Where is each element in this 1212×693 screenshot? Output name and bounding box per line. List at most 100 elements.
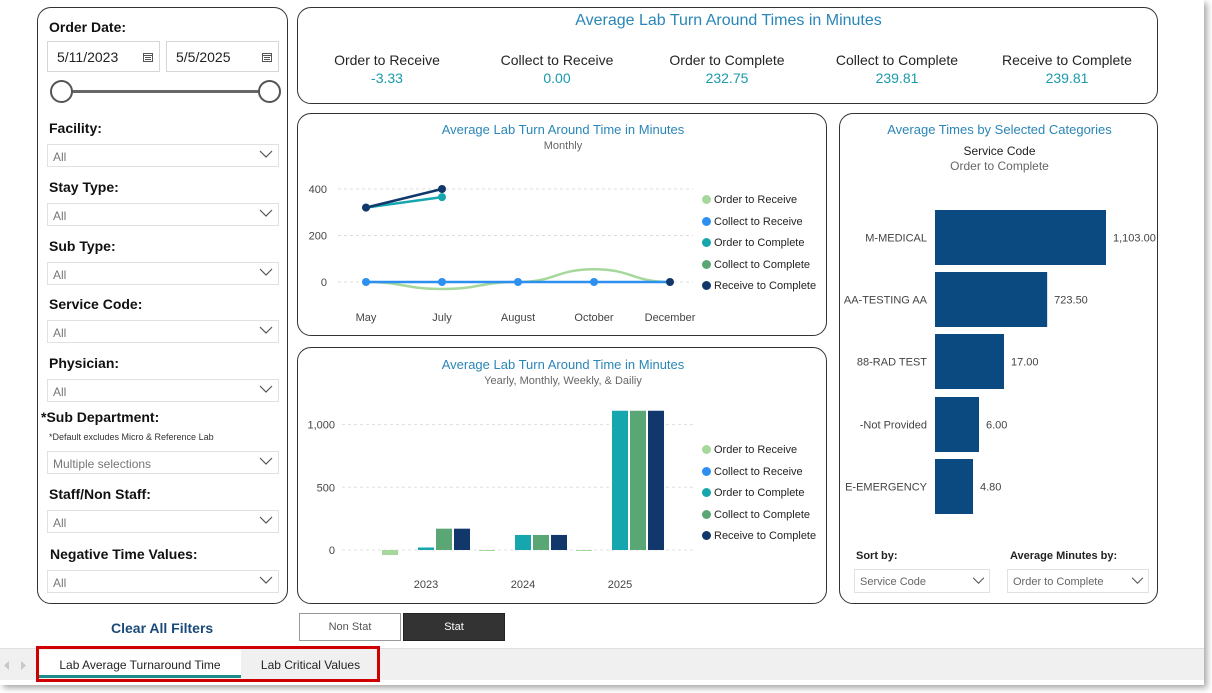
legend-item[interactable]: Collect to Receive <box>702 216 803 230</box>
bar[interactable] <box>612 410 628 550</box>
y-tick-label: 400 <box>309 184 327 196</box>
category-bar[interactable] <box>935 334 1004 389</box>
legend-marker <box>702 531 711 540</box>
chart-subtitle: Service Code <box>963 144 1036 158</box>
service-code-value: All <box>53 326 67 340</box>
data-point[interactable] <box>666 278 674 286</box>
legend-marker <box>702 281 711 290</box>
staff-dropdown[interactable]: All <box>47 510 279 533</box>
bar[interactable] <box>418 547 434 550</box>
bar[interactable] <box>515 534 531 550</box>
legend-item[interactable]: Collect to Complete <box>702 509 810 523</box>
start-date-value: 5/11/2023 <box>57 49 119 65</box>
legend-item[interactable]: Order to Complete <box>702 487 804 501</box>
chevron-down-icon <box>259 516 273 524</box>
data-point[interactable] <box>362 278 370 286</box>
bar[interactable] <box>630 410 646 550</box>
data-point[interactable] <box>438 278 446 286</box>
data-point[interactable] <box>362 203 370 212</box>
non-stat-button[interactable]: Non Stat <box>299 613 401 641</box>
stat-button[interactable]: Stat <box>403 613 505 641</box>
data-point[interactable] <box>438 193 446 202</box>
stay-type-value: All <box>53 209 67 223</box>
chart-legend: Order to Receive Collect to Receive Order … <box>702 194 826 304</box>
bar-value-label: 1,103.00 <box>1113 233 1156 245</box>
chart-title: Average Times by Selected Categories <box>887 122 1112 137</box>
chevron-down-icon <box>1131 577 1144 584</box>
date-slider-start-handle[interactable] <box>50 80 73 103</box>
legend-marker <box>702 238 711 247</box>
category-bar[interactable] <box>935 459 973 514</box>
chart-title: Average Lab Turn Around Time in Minutes <box>441 122 685 137</box>
legend-marker <box>702 195 711 204</box>
order-date-label: Order Date: <box>49 19 127 35</box>
staff-value: All <box>53 516 67 530</box>
x-tick-label: 2025 <box>608 579 632 591</box>
legend-item[interactable]: Receive to Complete <box>702 530 816 544</box>
legend-marker <box>702 466 711 476</box>
start-date-input[interactable]: 5/11/2023 <box>47 41 160 72</box>
average-by-dropdown[interactable]: Order to Complete <box>1007 569 1149 593</box>
chevron-down-icon <box>259 268 273 276</box>
bar[interactable] <box>576 550 592 551</box>
chart-title: Average Lab Turn Around Time in Minutes <box>441 357 685 372</box>
data-point[interactable] <box>590 278 598 286</box>
negative-time-dropdown[interactable]: All <box>47 570 279 593</box>
bar[interactable] <box>436 528 452 550</box>
category-bar-plot: M-MEDICAL 1,103.00 AA-TESTING AA 723.50 88-R… <box>844 210 1156 514</box>
end-date-input[interactable]: 5/5/2025 <box>166 41 279 72</box>
date-slider-end-handle[interactable] <box>258 80 281 103</box>
x-tick-label: July <box>432 312 452 324</box>
category-label: M-MEDICAL <box>865 233 927 245</box>
bar[interactable] <box>454 528 470 550</box>
facility-dropdown[interactable]: All <box>47 144 279 167</box>
bar[interactable] <box>382 550 398 556</box>
legend-item[interactable]: Collect to Complete <box>702 259 810 273</box>
tab-scroll-arrows[interactable] <box>4 661 26 670</box>
tab-lab-average-turnaround-time[interactable]: Lab Average Turnaround Time <box>39 650 241 678</box>
sub-department-dropdown[interactable]: Multiple selections <box>47 451 279 474</box>
average-by-value: Order to Complete <box>1013 576 1104 588</box>
data-point[interactable] <box>514 278 522 286</box>
service-code-label: Service Code: <box>49 296 143 312</box>
series-line-receive-to-complete <box>365 187 443 209</box>
category-bar[interactable] <box>935 397 979 452</box>
kpi-value: 239.81 <box>875 70 919 86</box>
category-bar[interactable] <box>935 272 1048 327</box>
bar[interactable] <box>551 534 567 550</box>
clear-all-filters-button[interactable]: Clear All Filters <box>111 620 214 636</box>
kpi-label: Collect to Complete <box>835 52 959 68</box>
sub-type-dropdown[interactable]: All <box>47 262 279 285</box>
sub-department-label: *Sub Department: <box>41 409 160 425</box>
kpi-label: Receive to Complete <box>1002 52 1132 68</box>
x-tick-label: August <box>501 312 535 324</box>
chart-legend: Order to Receive Collect to Receive Order … <box>702 444 826 554</box>
category-label: -Not Provided <box>860 420 927 432</box>
calendar-icon[interactable] <box>143 52 153 62</box>
physician-dropdown[interactable]: All <box>47 379 279 402</box>
tabs-highlight-box <box>36 646 380 682</box>
bar[interactable] <box>479 550 495 551</box>
date-slider-track[interactable] <box>60 90 270 93</box>
sub-department-note: *Default excludes Micro & Reference Lab <box>49 432 214 442</box>
bar-value-label: 6.00 <box>986 420 1007 432</box>
bar[interactable] <box>533 534 549 550</box>
calendar-icon[interactable] <box>262 52 272 62</box>
x-tick-label: 2023 <box>414 579 438 591</box>
legend-marker <box>702 509 711 519</box>
data-point[interactable] <box>438 185 446 193</box>
legend-item[interactable]: Order to Complete <box>702 237 804 251</box>
stay-type-dropdown[interactable]: All <box>47 203 279 226</box>
monthly-line-chart-panel: Average Lab Turn Around Time in Minutes … <box>297 113 827 336</box>
legend-marker <box>702 259 711 269</box>
category-bar[interactable] <box>935 210 1106 265</box>
service-code-dropdown[interactable]: All <box>47 320 279 343</box>
bar-value-label: 723.50 <box>1054 295 1088 307</box>
bar[interactable] <box>648 410 664 550</box>
sort-by-dropdown[interactable]: Service Code <box>854 569 990 593</box>
legend-item[interactable]: Receive to Complete <box>702 280 816 294</box>
legend-item[interactable]: Order to Receive <box>702 194 797 208</box>
legend-item[interactable]: Collect to Receive <box>702 466 803 480</box>
tab-lab-critical-values[interactable]: Lab Critical Values <box>260 658 361 672</box>
legend-item[interactable]: Order to Receive <box>702 444 797 458</box>
